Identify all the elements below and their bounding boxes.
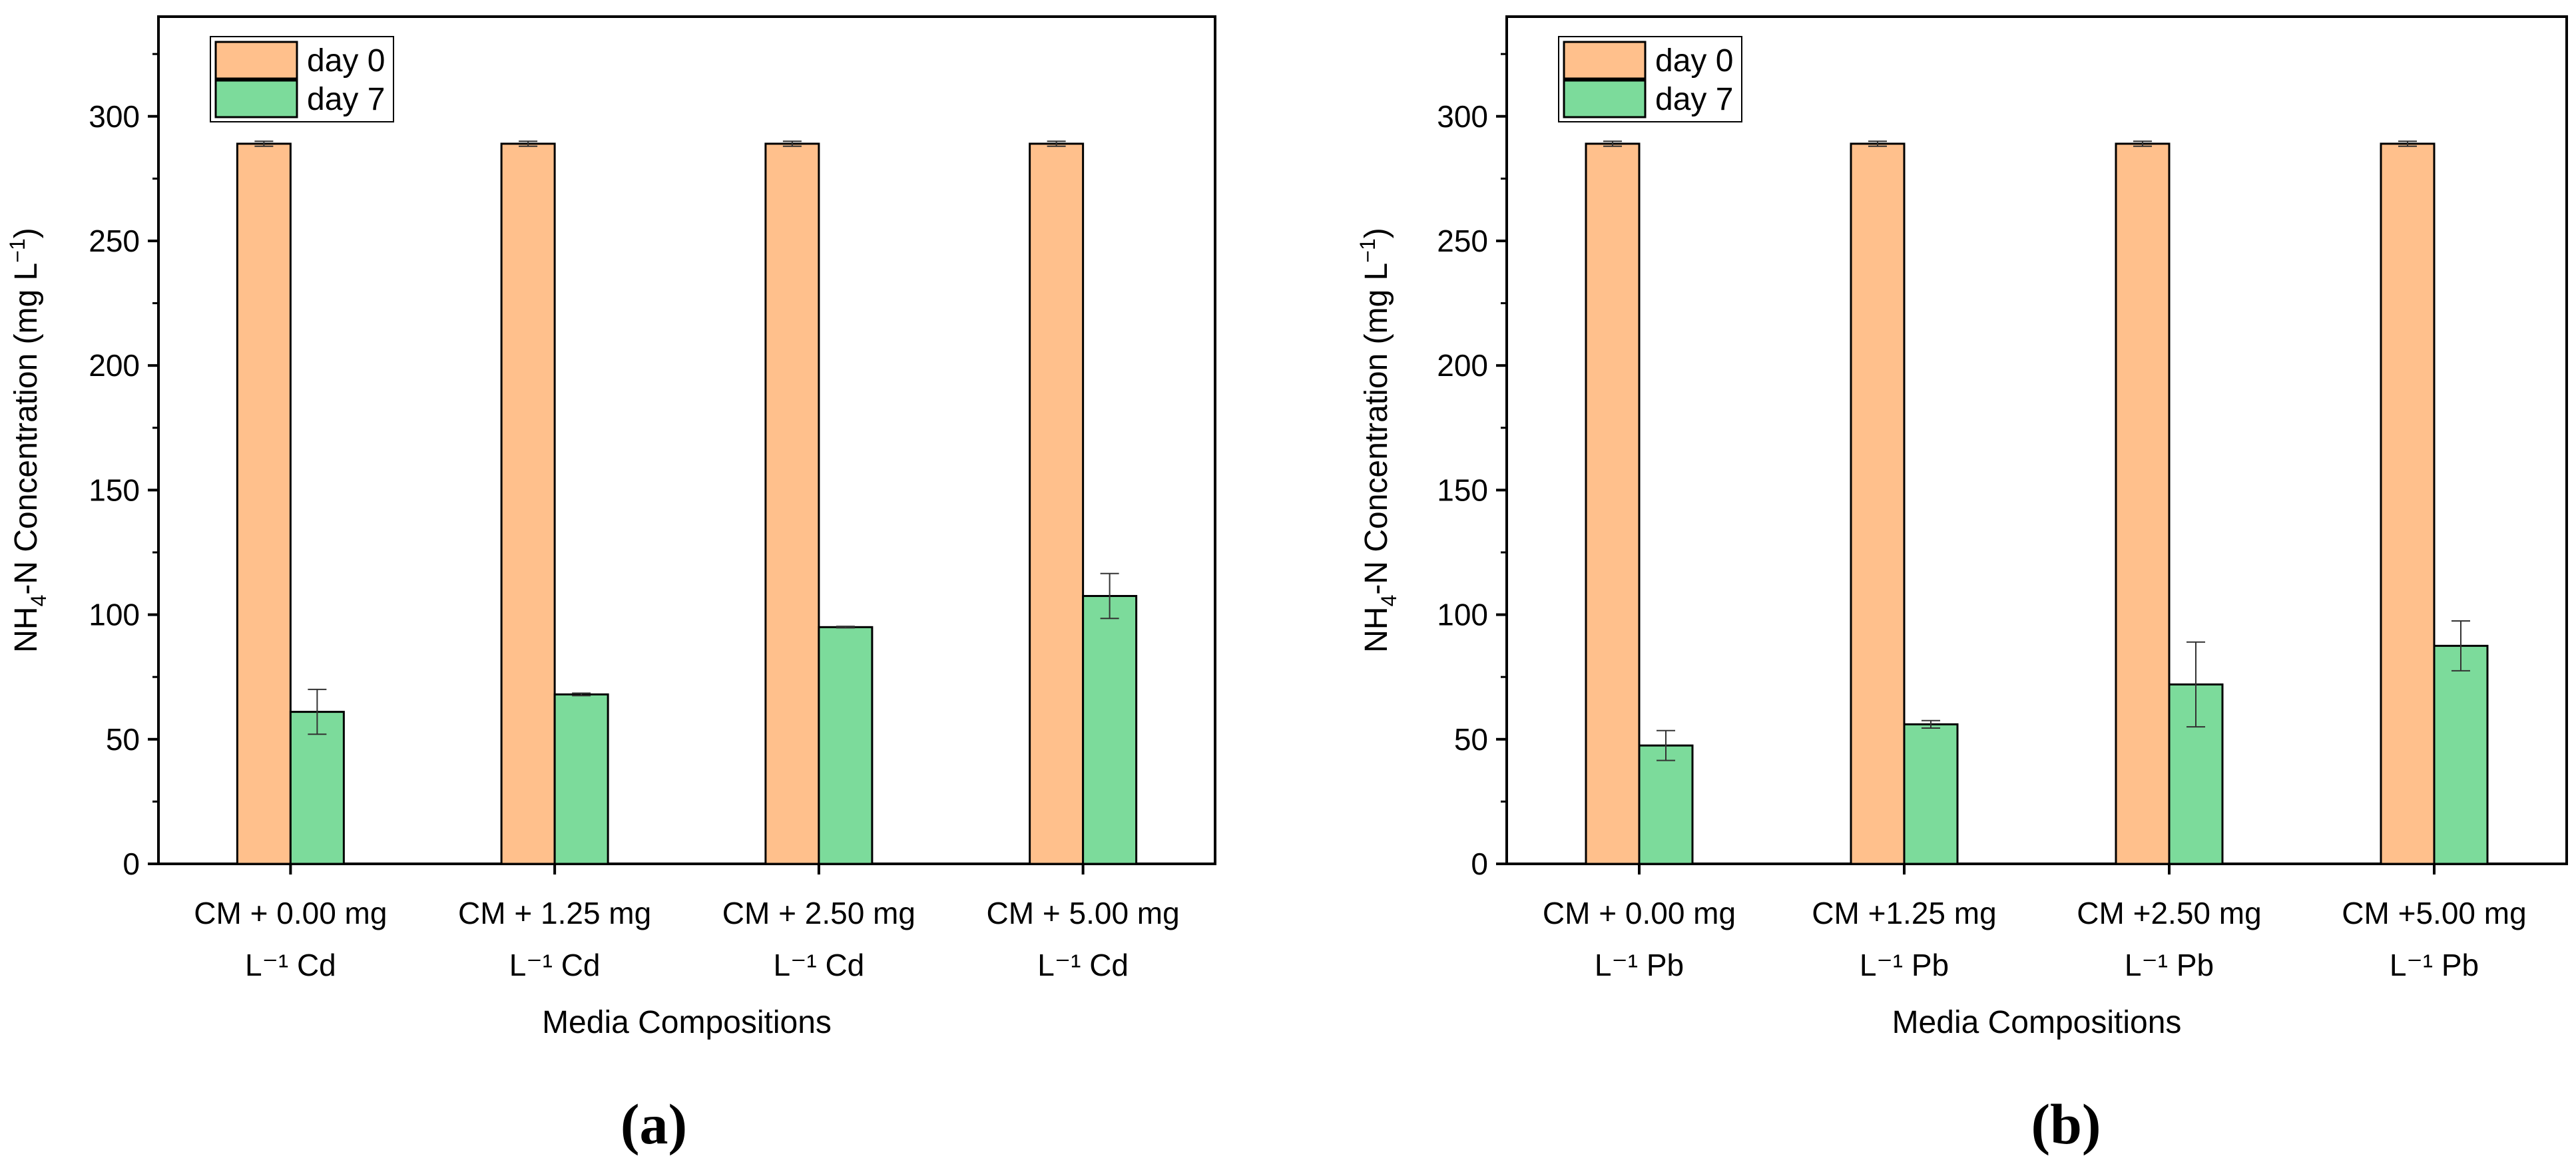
x-axis-title: Media Compositions <box>542 1005 832 1040</box>
chart-panel-2: 0 50 100 150 200 250 300 CM + 0.00 mg L⁻¹ Pb CM +… <box>1356 15 2568 1156</box>
y-tick-label: 50 <box>1454 722 1488 757</box>
chart-panel-1: 0 50 100 150 200 250 300 CM + 0.00 mg L⁻¹ Cd CM +… <box>5 15 1216 1156</box>
x-tick-label: CM + 5.00 mg <box>987 896 1180 930</box>
y-axis-title-part: NH <box>9 606 44 652</box>
bar-day0 <box>2380 142 2436 865</box>
legend-label: day 0 <box>307 43 385 79</box>
x-tick-label: CM +1.25 mg <box>1812 896 1996 930</box>
y-axis-title-part: -N Concentration (mg L <box>1359 263 1394 595</box>
legend-swatch-day0 <box>1563 41 1647 80</box>
y-axis-title-part: -N Concentration (mg L <box>9 263 44 595</box>
legend-label: day 0 <box>1655 43 1733 79</box>
y-axis-title-part: 4 <box>27 595 51 607</box>
x-tick-label: CM + 0.00 mg <box>194 896 387 930</box>
bar-day0 <box>1850 142 1906 865</box>
y-tick-label: 300 <box>1437 99 1488 134</box>
x-tick-label: CM + 1.25 mg <box>458 896 651 930</box>
y-tick-label: 150 <box>1437 473 1488 507</box>
y-tick-label: 0 <box>1471 847 1488 881</box>
x-tick-label: L⁻¹ Pb <box>2125 948 2214 982</box>
bar-day7 <box>553 693 609 865</box>
x-tick-label: L⁻¹ Pb <box>2390 948 2479 982</box>
panel-label: (b) <box>2031 1092 2101 1156</box>
legend-label: day 7 <box>307 82 385 117</box>
bar-day7 <box>1082 595 1138 865</box>
y-axis-title-part: ) <box>1359 228 1394 238</box>
x-tick-label: L⁻¹ Cd <box>1037 948 1129 982</box>
x-tick-label: CM +5.00 mg <box>2342 896 2526 930</box>
y-tick-label: 150 <box>89 473 140 507</box>
bar-day0 <box>764 142 820 865</box>
y-tick-label: 250 <box>1437 224 1488 258</box>
y-axis-title-part: NH <box>1359 606 1394 652</box>
y-tick-label: 0 <box>123 847 140 881</box>
x-tick-label: L⁻¹ Cd <box>773 948 864 982</box>
x-axis-title: Media Compositions <box>1892 1005 2182 1040</box>
y-tick-label: 100 <box>89 598 140 632</box>
bar-day0 <box>1029 142 1085 865</box>
bar-day7 <box>818 626 874 865</box>
x-tick-label: CM + 0.00 mg <box>1543 896 1736 930</box>
plot-frame <box>1505 15 2568 865</box>
legend-label: day 7 <box>1655 82 1733 117</box>
bar-day0 <box>1585 142 1641 865</box>
bar-day7 <box>1638 744 1694 865</box>
y-tick-label: 200 <box>1437 348 1488 383</box>
y-tick-label: 300 <box>89 99 140 134</box>
y-tick-label: 50 <box>106 722 140 757</box>
x-tick-label: L⁻¹ Pb <box>1595 948 1684 982</box>
panel-label: (a) <box>621 1092 687 1156</box>
bar-day0 <box>2115 142 2171 865</box>
y-axis-title-part: 4 <box>1377 595 1401 607</box>
legend-swatch-day7 <box>1563 79 1647 118</box>
bar-day7 <box>1903 723 1959 865</box>
x-tick-label: L⁻¹ Cd <box>245 948 336 982</box>
y-axis-title-part: ) <box>9 228 44 238</box>
y-tick-label: 250 <box>89 224 140 258</box>
y-axis-title-part: −1 <box>5 238 29 262</box>
bar-day0 <box>236 142 292 865</box>
x-tick-label: CM + 2.50 mg <box>722 896 915 930</box>
bar-day0 <box>500 142 556 865</box>
plot-frame <box>157 15 1216 865</box>
x-tick-label: L⁻¹ Cd <box>509 948 601 982</box>
x-tick-label: CM +2.50 mg <box>2077 896 2261 930</box>
x-tick-label: L⁻¹ Pb <box>1860 948 1949 982</box>
y-axis-title-part: −1 <box>1356 238 1380 262</box>
y-tick-label: 200 <box>89 348 140 383</box>
y-axis-title: NH4-N Concentration (mg L−1) <box>5 228 51 652</box>
bar-day7 <box>2433 644 2489 865</box>
legend-swatch-day0 <box>214 41 298 80</box>
legend-swatch-day7 <box>214 79 298 118</box>
y-axis-title: NH4-N Concentration (mg L−1) <box>1356 228 1401 652</box>
y-tick-label: 100 <box>1437 598 1488 632</box>
